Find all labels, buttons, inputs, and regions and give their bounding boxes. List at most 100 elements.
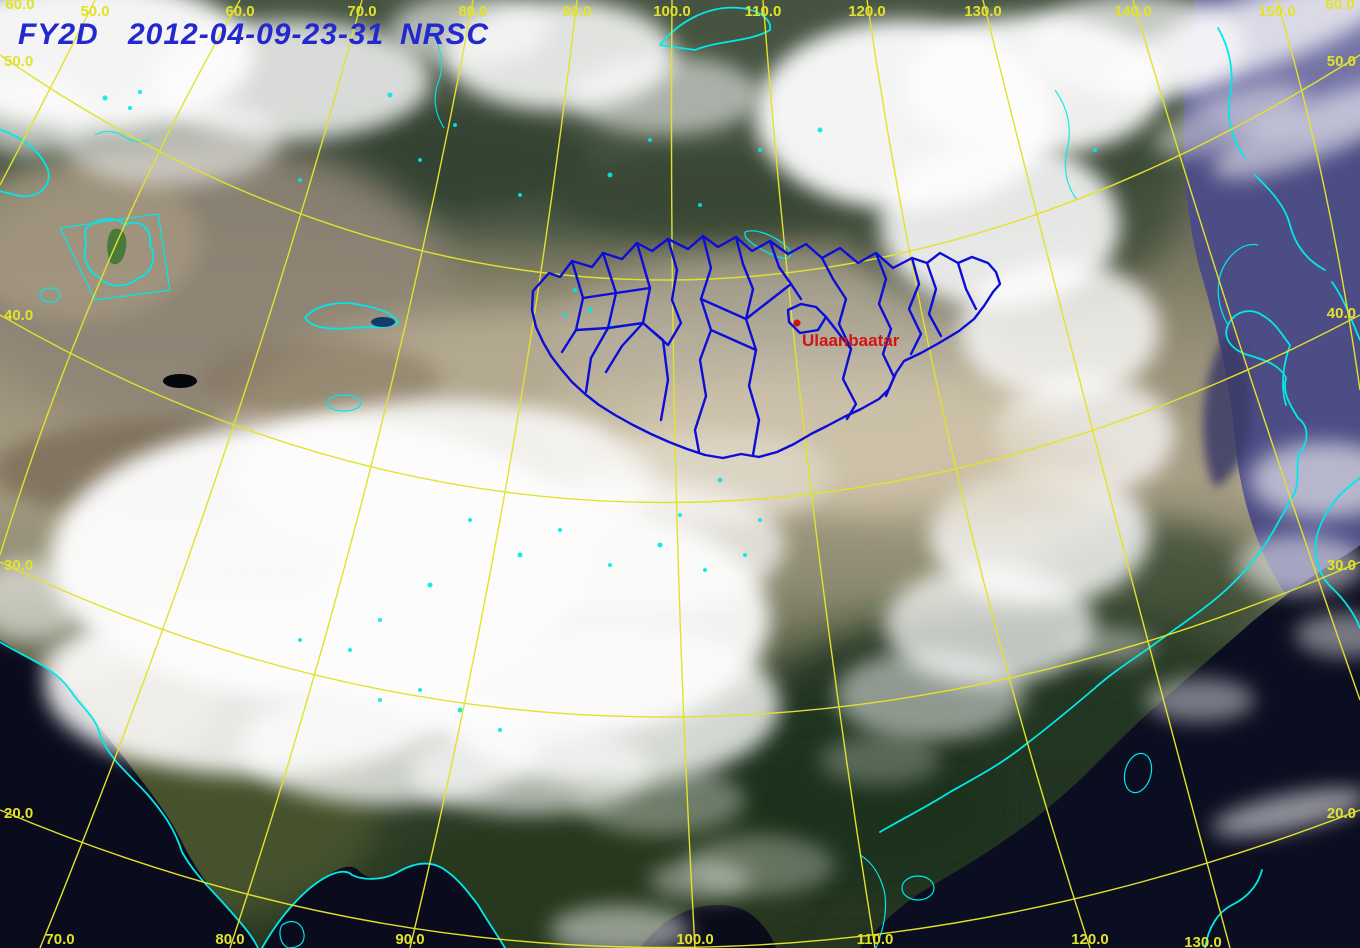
grid-label-lat-left-50: 50.0 (4, 53, 33, 70)
meridian-110e (762, 0, 876, 948)
mongolia-province-border (709, 328, 758, 352)
grid-label-lon-top-140: 140.0 (1114, 3, 1152, 20)
vietnam-coast (859, 854, 887, 948)
sakhalin-coast (1217, 27, 1246, 159)
meridian-90e (409, 0, 578, 948)
ulaanbaatar-enclave-border (786, 302, 828, 335)
meridian-80e (229, 0, 474, 948)
mongolia-province-border (768, 239, 803, 301)
grid-label-lat-left-40: 40.0 (4, 307, 33, 324)
lake-khovsgol (744, 230, 792, 259)
city-marker-group: Ulaanbaatar (793, 319, 900, 350)
grid-label-lon-top-70: 70.0 (347, 3, 376, 20)
image-title: FY2D 2012-04-09-23-31 NRSC (18, 18, 489, 51)
hainan (901, 875, 935, 901)
grid-label-lon-top-110: 110.0 (745, 3, 782, 20)
mongolia-province-border (641, 237, 683, 347)
grid-label-lon-top-90: 90.0 (562, 3, 591, 20)
grid-label-lat-right-30: 30.0 (1327, 557, 1356, 574)
title-timestamp: 2012-04-09-23-31 (127, 18, 384, 51)
meridian-150e (1276, 0, 1360, 391)
south-china-sea (860, 545, 1360, 948)
grid-label-lon-bottom-80: 80.0 (215, 931, 244, 948)
grid-label-lon-top-100: 100.0 (653, 3, 691, 20)
bay-of-bengal (262, 863, 504, 948)
se-china-coast (879, 417, 1308, 833)
caspian-sea (0, 128, 50, 197)
mongolia-province-border (693, 234, 713, 454)
title-satellite: FY2D (18, 18, 99, 51)
grid-label-corner-top-left: 60.0 (5, 0, 34, 13)
korea-coast (1217, 243, 1259, 326)
graticule-labels: 60.0 60.0 50.0 60.0 70.0 80.0 90.0 100.0… (4, 0, 1356, 948)
grid-label-lat-right-50: 50.0 (1327, 53, 1356, 70)
grid-label-corner-top-right: 60.0 (1325, 0, 1354, 13)
balkhash-east-tip (371, 317, 395, 327)
hokkaido-coast (1254, 174, 1326, 271)
india-east-coast (261, 862, 506, 948)
mongolia-province-border (581, 286, 652, 300)
dark-lake (163, 374, 197, 388)
mongolia-province-border (925, 261, 943, 338)
lake-issyk-kul (326, 394, 362, 412)
coastline-layer (0, 6, 1360, 948)
grid-label-lon-top-80: 80.0 (458, 3, 487, 20)
yellow-sea (1203, 330, 1252, 488)
mongolia-province-border (734, 235, 761, 457)
aral-extent-box (59, 213, 171, 301)
city-marker-label: Ulaanbaatar (802, 331, 900, 350)
parallel-40n (0, 314, 1360, 504)
siberia-lakes-squiggle (94, 130, 152, 143)
luzon-coast (1204, 869, 1263, 948)
grid-label-lat-left-30: 30.0 (4, 557, 33, 574)
siberia-river-2 (1054, 89, 1078, 201)
grid-label-lat-right-20: 20.0 (1327, 805, 1356, 822)
small-lake-dots (102, 90, 1097, 732)
meridian-120e (866, 0, 1091, 948)
grid-label-lat-left-20: 20.0 (4, 805, 33, 822)
mongolia-province-border (820, 256, 858, 421)
mongolia-outer-border (530, 234, 1002, 460)
meridian-60e (0, 0, 241, 556)
meridian-100e (670, 0, 696, 948)
title-agency: NRSC (400, 18, 489, 51)
grid-label-lon-bottom-70: 70.0 (45, 931, 74, 948)
siberia-river-1 (429, 27, 445, 129)
city-marker-dot (793, 319, 801, 327)
mongolia-province-border (560, 259, 585, 354)
mongolia-province-border (574, 321, 645, 332)
grid-label-lon-top-120: 120.0 (848, 3, 886, 20)
mongolia-province-border (874, 251, 896, 398)
japan-south-coast (1314, 477, 1360, 629)
grid-label-lon-top-150: 150.0 (1258, 3, 1296, 20)
grid-label-lon-bottom-90: 90.0 (395, 931, 424, 948)
grid-label-lon-top-50: 50.0 (80, 3, 109, 20)
grid-label-lon-bottom-110: 110.0 (857, 931, 894, 948)
meridian-50e (0, 0, 96, 186)
grid-label-lon-bottom-130: 130.0 (1184, 934, 1222, 948)
mongolia-province-border (956, 261, 978, 311)
india-west-coast (0, 641, 259, 948)
aral-island (107, 228, 127, 265)
lake-baikal (659, 6, 772, 51)
parallel-30n (0, 561, 1360, 718)
meridian-130e (982, 0, 1231, 948)
parallel-50n (0, 54, 1360, 281)
meridian-140e (1132, 0, 1360, 701)
taiwan (1123, 752, 1153, 794)
aral-sea (83, 218, 155, 287)
mongolia-boundary-layer (530, 234, 1002, 460)
grid-label-lon-top-60: 60.0 (225, 3, 254, 20)
sri-lanka (279, 921, 305, 948)
grid-label-lon-top-130: 130.0 (964, 3, 1002, 20)
grid-label-lon-bottom-120: 120.0 (1071, 931, 1109, 948)
grid-label-lat-right-40: 40.0 (1327, 305, 1356, 322)
lake-balkhash (304, 302, 399, 330)
meridian-70e (39, 0, 363, 948)
grid-label-lon-bottom-100: 100.0 (676, 931, 714, 948)
small-lake (39, 287, 61, 303)
mongolia-province-border (907, 256, 923, 356)
